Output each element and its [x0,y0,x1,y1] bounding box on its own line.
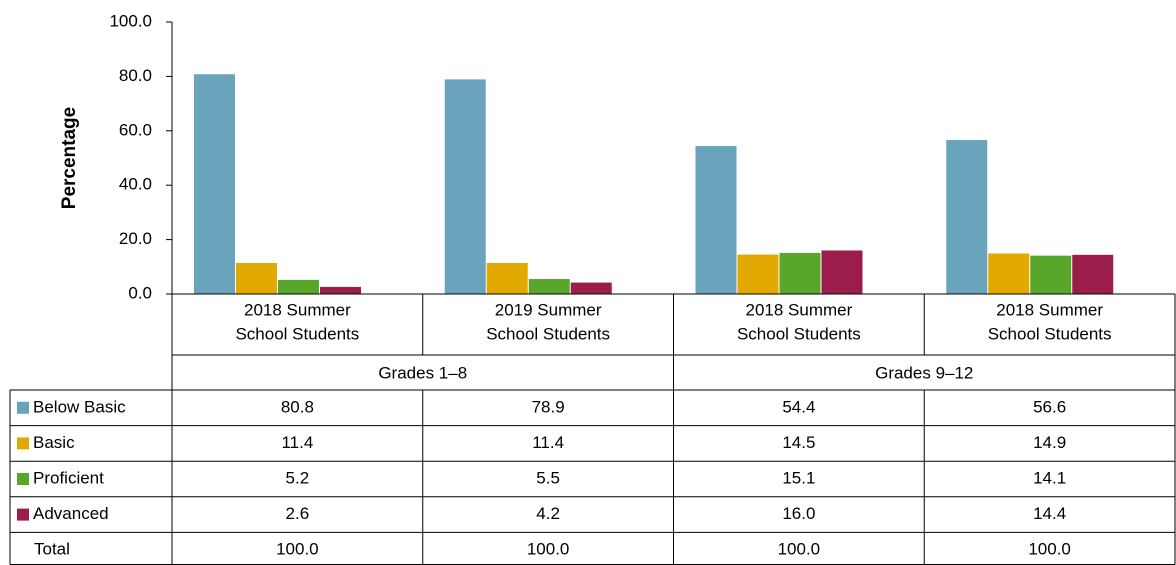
table-value: 5.2 [286,468,310,487]
bar [737,254,779,294]
table-value: 100.0 [527,540,570,559]
y-tick-label: 60.0 [119,120,152,139]
bar [821,250,863,294]
legend-swatch [17,401,29,414]
x-tick-label: School Students [235,324,359,343]
x-tick-label: 2018 Summer [244,300,351,319]
legend-swatch [17,508,29,521]
legend-label: Proficient [33,468,104,487]
group-label: Grades 9–12 [875,363,973,382]
bar [695,146,737,294]
table-value: 14.1 [1033,468,1066,487]
group-label: Grades 1–8 [378,363,467,382]
table-value: 80.8 [281,397,314,416]
bar [444,79,486,294]
bar [194,74,235,294]
x-tick-label: 2019 Summer [495,300,602,319]
y-tick-label: 80.0 [119,66,152,85]
y-tick-label: 20.0 [119,229,152,248]
legend-label: Total [34,540,70,559]
table-value: 2.6 [286,504,310,523]
table-value: 54.4 [782,397,815,416]
x-tick-label: 2018 Summer [745,300,852,319]
table-value: 11.4 [532,433,564,452]
table-value: 16.0 [782,504,815,523]
legend-swatch [17,437,29,450]
legend-swatch [17,473,29,485]
legend-label: Below Basic [33,397,126,416]
y-tick-label: 100.0 [109,11,152,30]
table-value: 100.0 [276,540,319,559]
table-value: 14.4 [1033,504,1066,523]
x-tick-label: 2018 Summer [996,300,1103,319]
bar [946,140,988,294]
bar [320,286,361,294]
bar [236,262,277,294]
x-tick-label: School Students [737,324,861,343]
y-tick-label: 40.0 [119,175,152,194]
table-value: 5.5 [536,468,560,487]
y-tick-label: 0.0 [128,283,152,302]
bar [988,253,1030,294]
table-value: 4.2 [536,504,560,523]
bar [570,282,612,294]
bar [278,279,319,294]
bar [1072,254,1114,294]
x-tick-label: School Students [988,324,1112,343]
table-value: 100.0 [778,540,821,559]
table-value: 11.4 [281,433,313,452]
x-tick-label: School Students [486,324,610,343]
bar [779,252,821,294]
table-value: 56.6 [1033,397,1066,416]
y-axis-label: Percentage [59,107,80,209]
bar [486,262,528,294]
bar [528,279,570,294]
table-value: 14.5 [782,433,815,452]
table-value: 78.9 [532,397,565,416]
table-value: 15.1 [782,468,815,487]
bar [1030,255,1072,294]
table-value: 100.0 [1028,540,1071,559]
legend-label: Advanced [33,504,109,523]
table-value: 14.9 [1033,433,1066,452]
legend-label: Basic [33,433,75,452]
